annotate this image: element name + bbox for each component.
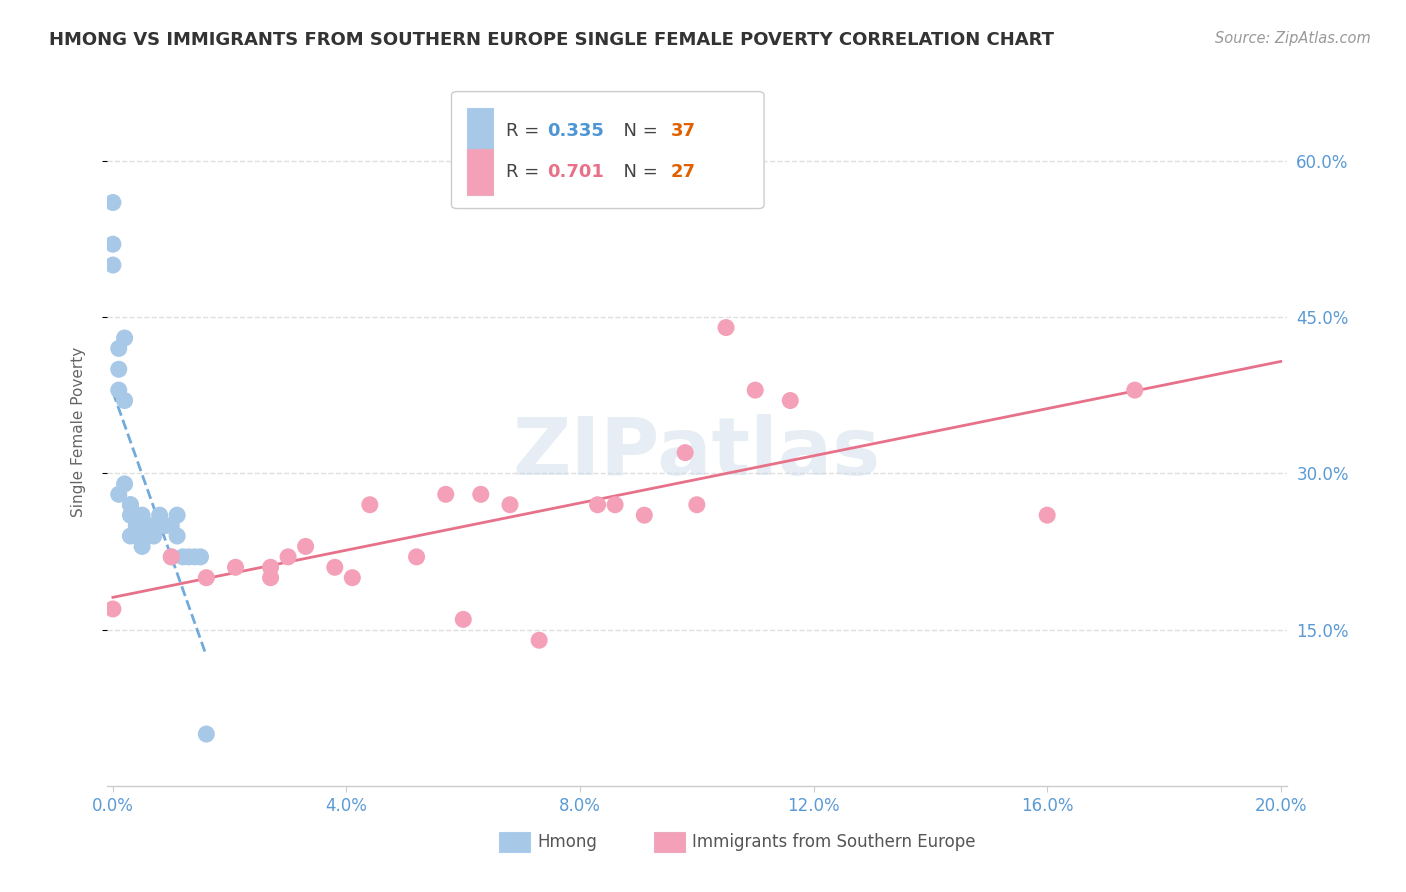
Point <box>744 383 766 397</box>
Point <box>131 508 153 523</box>
Point <box>114 393 136 408</box>
Point <box>149 518 172 533</box>
Point <box>125 529 148 543</box>
Text: 27: 27 <box>671 162 696 181</box>
Point <box>166 508 188 523</box>
Point <box>107 487 129 501</box>
Point <box>131 518 153 533</box>
Point <box>120 529 142 543</box>
Text: Immigrants from Southern Europe: Immigrants from Southern Europe <box>692 833 976 851</box>
Point <box>107 383 129 397</box>
Text: 0.701: 0.701 <box>547 162 605 181</box>
Point <box>470 487 492 501</box>
Bar <box>467 108 492 153</box>
Point <box>259 560 281 574</box>
Point <box>603 498 626 512</box>
Point <box>155 518 177 533</box>
Point <box>125 518 148 533</box>
Point <box>101 195 124 210</box>
Text: 0.335: 0.335 <box>547 121 605 139</box>
Point <box>259 571 281 585</box>
Point <box>120 498 142 512</box>
Point <box>177 549 200 564</box>
Point <box>136 518 159 533</box>
Point <box>136 529 159 543</box>
Text: N =: N = <box>612 121 664 139</box>
Point <box>142 518 165 533</box>
Point <box>405 549 427 564</box>
Point <box>183 549 205 564</box>
Text: Hmong: Hmong <box>537 833 598 851</box>
Point <box>114 331 136 345</box>
Point <box>779 393 801 408</box>
Point <box>1036 508 1059 523</box>
Point <box>323 560 346 574</box>
Point <box>714 320 737 334</box>
Point <box>359 498 381 512</box>
Point <box>633 508 655 523</box>
Text: HMONG VS IMMIGRANTS FROM SOUTHERN EUROPE SINGLE FEMALE POVERTY CORRELATION CHART: HMONG VS IMMIGRANTS FROM SOUTHERN EUROPE… <box>49 31 1054 49</box>
Point <box>101 237 124 252</box>
Bar <box>467 149 492 194</box>
Point <box>149 508 172 523</box>
Point <box>686 498 709 512</box>
Text: Source: ZipAtlas.com: Source: ZipAtlas.com <box>1215 31 1371 46</box>
Point <box>294 540 316 554</box>
Point <box>195 727 218 741</box>
Text: R =: R = <box>506 121 544 139</box>
Point <box>160 549 183 564</box>
Point <box>125 508 148 523</box>
Point <box>120 508 142 523</box>
Point <box>451 612 474 626</box>
Text: 37: 37 <box>671 121 696 139</box>
Point <box>114 476 136 491</box>
Point <box>166 529 188 543</box>
Text: R =: R = <box>506 162 544 181</box>
Point <box>131 529 153 543</box>
Text: ZIPatlas: ZIPatlas <box>513 414 882 492</box>
Point <box>172 549 194 564</box>
Point <box>434 487 457 501</box>
Point <box>107 342 129 356</box>
Point <box>190 549 212 564</box>
Point <box>586 498 609 512</box>
Point <box>673 445 696 459</box>
Point <box>120 498 142 512</box>
Point <box>160 549 183 564</box>
Point <box>195 571 218 585</box>
Text: N =: N = <box>612 162 664 181</box>
Point <box>101 602 124 616</box>
Point <box>160 518 183 533</box>
Point <box>101 258 124 272</box>
Point <box>277 549 299 564</box>
Point <box>142 529 165 543</box>
Point <box>1123 383 1146 397</box>
Point <box>499 498 522 512</box>
Y-axis label: Single Female Poverty: Single Female Poverty <box>72 347 86 517</box>
FancyBboxPatch shape <box>451 92 763 209</box>
Point <box>131 540 153 554</box>
Point <box>107 362 129 376</box>
Point <box>225 560 247 574</box>
Point <box>342 571 364 585</box>
Point <box>527 633 550 648</box>
